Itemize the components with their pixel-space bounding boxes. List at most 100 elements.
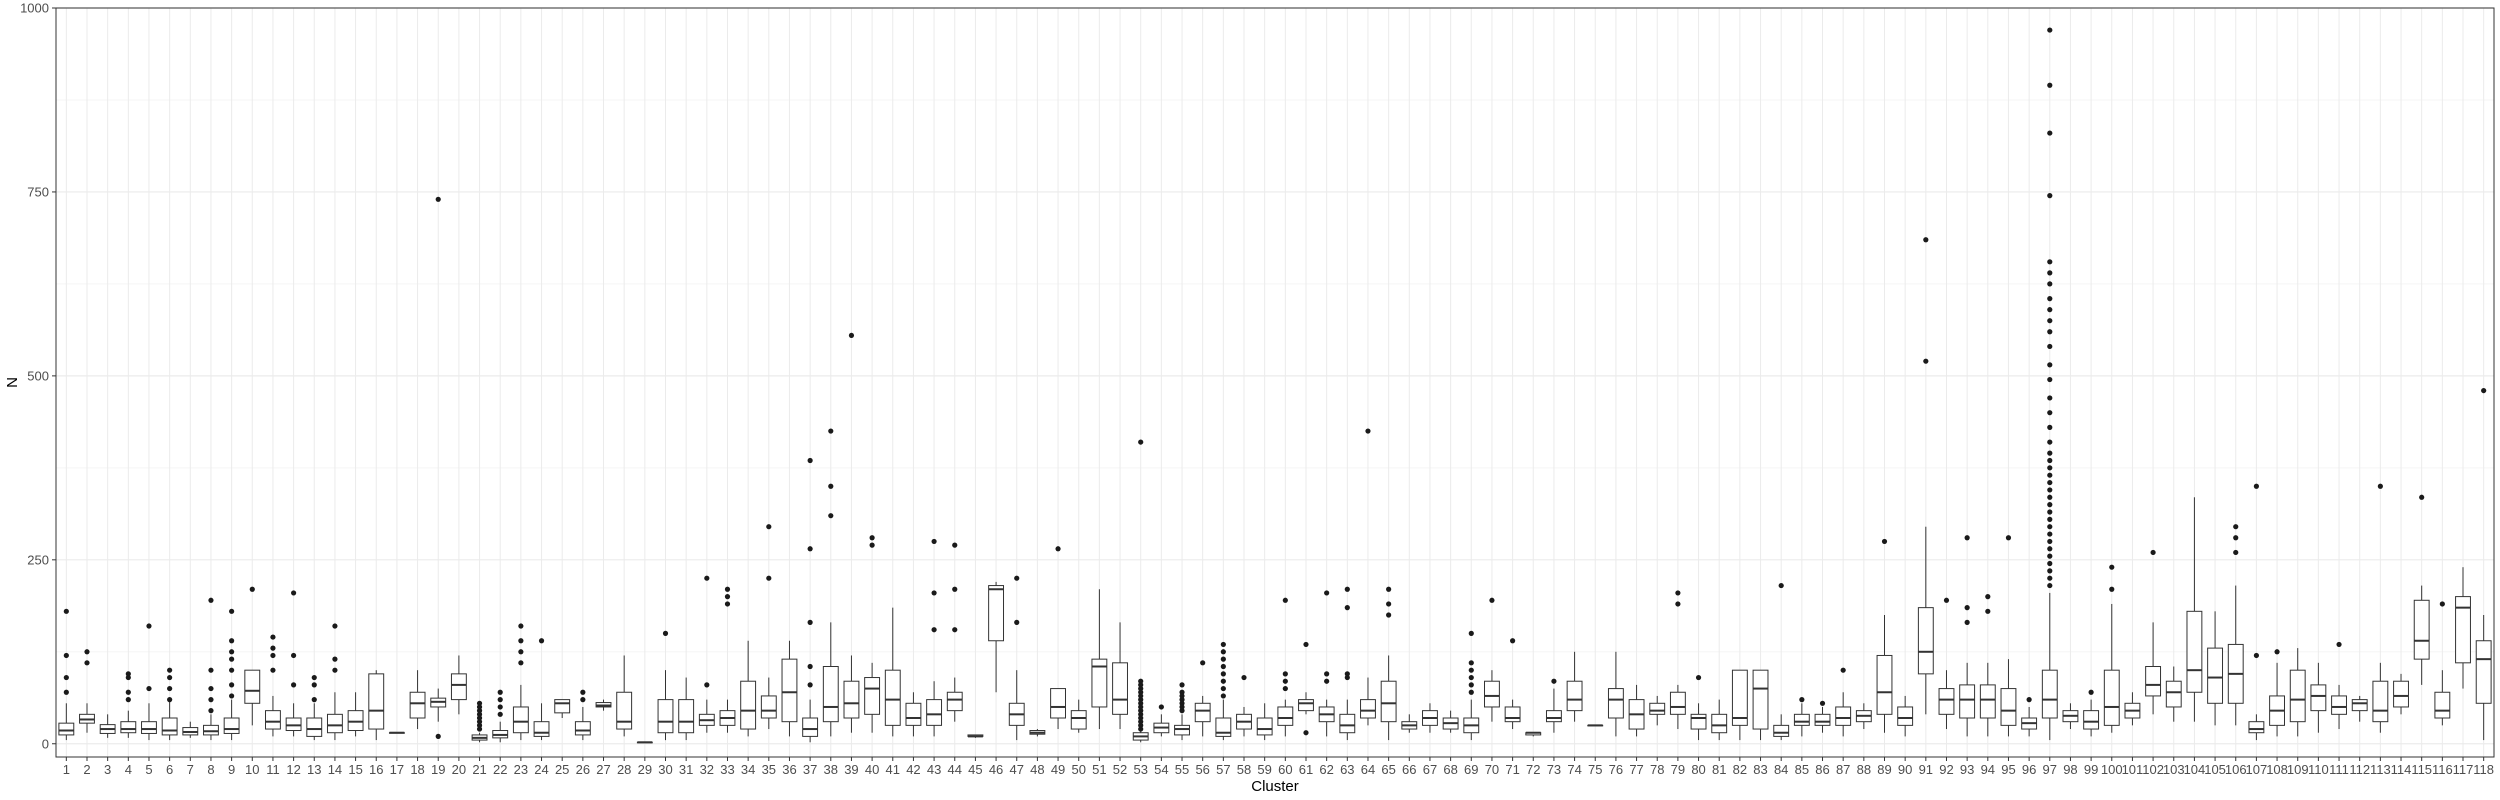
box-cluster-14	[326, 623, 343, 741]
box	[1298, 699, 1314, 712]
outlier-point	[1324, 678, 1330, 684]
box	[326, 713, 343, 734]
outlier-point	[332, 656, 338, 662]
box-cluster-51	[1091, 589, 1108, 730]
outlier-point	[84, 660, 90, 666]
box-cluster-71	[1504, 638, 1521, 730]
outlier-point	[1282, 685, 1288, 692]
x-tick-label: 74	[1567, 762, 1581, 777]
outlier-point	[2047, 410, 2053, 416]
x-tick-label: 47	[1010, 762, 1024, 777]
box	[905, 702, 922, 726]
box-cluster-96	[2021, 697, 2038, 737]
outlier-point	[2047, 465, 2053, 471]
x-tick-label: 81	[1712, 762, 1726, 777]
outlier-point	[1551, 678, 1557, 684]
box-cluster-17	[388, 731, 405, 734]
box	[2145, 666, 2162, 697]
outlier-point	[1138, 697, 1144, 703]
outlier-point	[167, 685, 173, 692]
outlier-point	[1303, 730, 1309, 736]
box-cluster-36	[781, 640, 798, 737]
box	[1091, 658, 1108, 708]
box-cluster-21	[471, 700, 488, 743]
outlier-point	[229, 608, 235, 614]
outlier-point	[229, 693, 235, 699]
x-tick-label: 100	[2101, 762, 2123, 777]
box-cluster-86	[1814, 700, 1831, 733]
box-cluster-65	[1380, 586, 1397, 741]
x-tick-label: 71	[1505, 762, 1519, 777]
box-cluster-60	[1277, 597, 1294, 737]
outlier-point	[518, 649, 524, 655]
box	[409, 691, 426, 719]
box-cluster-56	[1194, 660, 1211, 737]
box-cluster-67	[1422, 703, 1438, 733]
outlier-point	[125, 697, 131, 703]
x-tick-label: 91	[1919, 762, 1933, 777]
box	[2165, 680, 2182, 708]
x-tick-label: 17	[390, 762, 404, 777]
x-tick-label: 111	[2329, 762, 2349, 777]
box	[2186, 610, 2203, 693]
outlier-point	[2047, 329, 2053, 335]
outlier-point	[125, 689, 131, 695]
x-tick-label: 10	[245, 762, 259, 777]
box-cluster-74	[1566, 651, 1583, 722]
x-tick-label: 11	[266, 762, 280, 777]
box	[450, 673, 467, 701]
x-tick-label: 117	[2453, 762, 2474, 777]
box-cluster-101	[2124, 692, 2141, 726]
x-tick-label: 43	[927, 762, 941, 777]
outlier-point	[1014, 619, 1020, 625]
box-cluster-64	[1360, 428, 1376, 726]
outlier-point	[2047, 575, 2053, 581]
x-tick-label: 107	[2246, 762, 2268, 777]
box-cluster-94	[1979, 594, 1996, 737]
outlier-point	[952, 542, 958, 548]
outlier-point	[2109, 586, 2115, 592]
outlier-point	[2233, 524, 2239, 530]
box-cluster-49	[1050, 546, 1066, 730]
box-cluster-102	[2145, 549, 2162, 715]
outlier-point	[311, 697, 317, 703]
outlier-point	[2047, 450, 2053, 456]
x-tick-label: 85	[1795, 762, 1809, 777]
x-tick-label: 106	[2225, 762, 2247, 777]
box-cluster-23	[512, 623, 529, 741]
outlier-point	[952, 586, 958, 592]
box-cluster-13	[306, 674, 323, 741]
x-tick-label: 78	[1650, 762, 1664, 777]
box	[554, 699, 571, 714]
box-cluster-24	[533, 638, 550, 741]
outlier-point	[766, 524, 772, 530]
box	[2455, 596, 2471, 664]
box-cluster-55	[1174, 682, 1190, 741]
outlier-point	[311, 674, 317, 681]
x-tick-label: 84	[1774, 762, 1788, 777]
x-tick-label: 6	[166, 762, 173, 777]
outlier-point	[662, 630, 669, 636]
box-cluster-9	[223, 608, 240, 741]
box-cluster-109	[2289, 648, 2306, 737]
box-cluster-19	[430, 196, 447, 739]
outlier-point	[518, 660, 524, 666]
box-cluster-59	[1256, 703, 1273, 741]
x-tick-label: 7	[187, 762, 194, 777]
box-cluster-25	[554, 699, 571, 719]
outlier-point	[1138, 715, 1144, 721]
box-cluster-54	[1153, 704, 1170, 737]
box-cluster-66	[1401, 714, 1418, 733]
outlier-point	[2047, 546, 2053, 552]
box-series	[58, 27, 2492, 744]
x-tick-label: 15	[348, 762, 362, 777]
outlier-point	[1138, 726, 1144, 732]
outlier-point	[229, 667, 235, 673]
x-axis: 1 2 3 4 5 6 7 8 9 10 11 12 13 14 15 16 17 18 19 20 21 22 23 24 2…	[63, 757, 2494, 777]
outlier-point	[1220, 685, 1226, 692]
outlier-point	[2047, 193, 2053, 199]
x-tick-label: 109	[2287, 762, 2309, 777]
outlier-point	[1468, 660, 1474, 666]
outlier-point	[167, 697, 173, 703]
